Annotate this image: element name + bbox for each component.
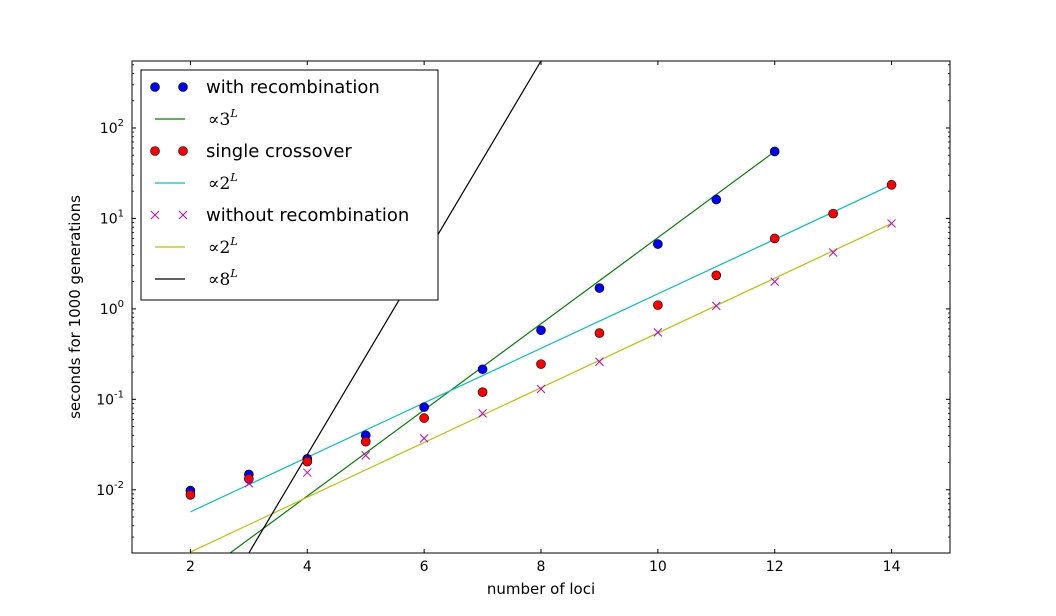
tick-layer: 2 4 6 8 10 12 14 10-2 10-1 100 101 102 [96, 61, 950, 575]
data-point-0-6 [536, 325, 546, 336]
data-point-2-8 [711, 301, 721, 311]
x-tick-label-2: 6 [420, 559, 429, 575]
y-tick-label-4: 102 [100, 118, 124, 137]
legend-marker-4-a [150, 210, 160, 220]
y-tick-label-3: 101 [100, 208, 124, 227]
data-point-1-7 [594, 328, 605, 338]
y-tick-label-2: 100 [100, 299, 124, 318]
data-point-1-4 [419, 413, 429, 423]
x-axis-label: number of loci [487, 580, 595, 598]
data-point-0-9 [711, 194, 722, 205]
data-point-1-6 [536, 359, 546, 369]
legend-box [140, 69, 439, 301]
legend-label-3: ∝2L [208, 171, 238, 194]
data-point-2-6 [595, 357, 604, 367]
legend-label-6: ∝8L [208, 267, 238, 290]
data-point-0-10 [769, 146, 780, 157]
data-point-2-7 [653, 328, 663, 337]
series-line-5 [190, 222, 892, 553]
legend-marker-4-b [178, 210, 188, 220]
y-tick-label-0: 10-2 [96, 480, 124, 499]
x-tick-label-3: 8 [537, 559, 546, 575]
data-point-2-2 [361, 451, 371, 460]
legend-label-1: ∝3L [208, 107, 238, 130]
data-point-2-4 [478, 408, 487, 418]
legend-marker-2-a [150, 146, 160, 156]
data-point-0-5 [477, 364, 488, 375]
y-tick-label-1: 10-1 [96, 389, 124, 408]
data-point-2-3 [419, 434, 429, 443]
data-point-1-3 [360, 436, 371, 447]
series-layer [185, 61, 897, 553]
data-point-1-10 [769, 233, 780, 244]
x-tick-label-4: 10 [649, 559, 667, 575]
x-tick-label-0: 2 [186, 559, 195, 575]
data-point-2-9 [770, 277, 780, 286]
y-axis-label: seconds for 1000 generations [66, 195, 84, 419]
data-point-1-8 [653, 300, 663, 310]
data-point-2-0 [244, 478, 254, 488]
data-point-0-8 [653, 239, 663, 249]
legend-label-2: single crossover [206, 141, 352, 162]
data-point-1-11 [828, 208, 838, 219]
data-point-1-9 [711, 270, 722, 281]
x-tick-label-5: 12 [766, 559, 784, 575]
legend-marker-2-b [178, 146, 188, 156]
x-tick-label-6: 14 [883, 559, 901, 575]
data-point-2-1 [302, 468, 312, 477]
series-line-6 [248, 61, 542, 553]
data-point-0-4 [419, 402, 429, 412]
data-point-1-5 [477, 387, 488, 397]
data-point-1-1 [244, 474, 254, 484]
x-tick-label-1: 4 [303, 559, 312, 575]
data-point-0-7 [594, 283, 605, 293]
data-point-2-5 [536, 384, 546, 394]
data-point-2-10 [828, 248, 838, 257]
legend-marker-0-a [150, 82, 160, 92]
legend-label-4: without recombination [206, 205, 409, 226]
data-point-1-2 [302, 456, 313, 467]
data-point-1-0 [185, 489, 196, 500]
data-point-2-11 [887, 219, 896, 228]
legend-marker-0-b [178, 82, 188, 92]
legend: with recombination ∝3L single crossover ∝2L… [140, 69, 439, 301]
data-point-1-12 [886, 180, 897, 190]
legend-label-5: ∝2L [208, 235, 238, 258]
legend-label-0: with recombination [206, 77, 380, 98]
